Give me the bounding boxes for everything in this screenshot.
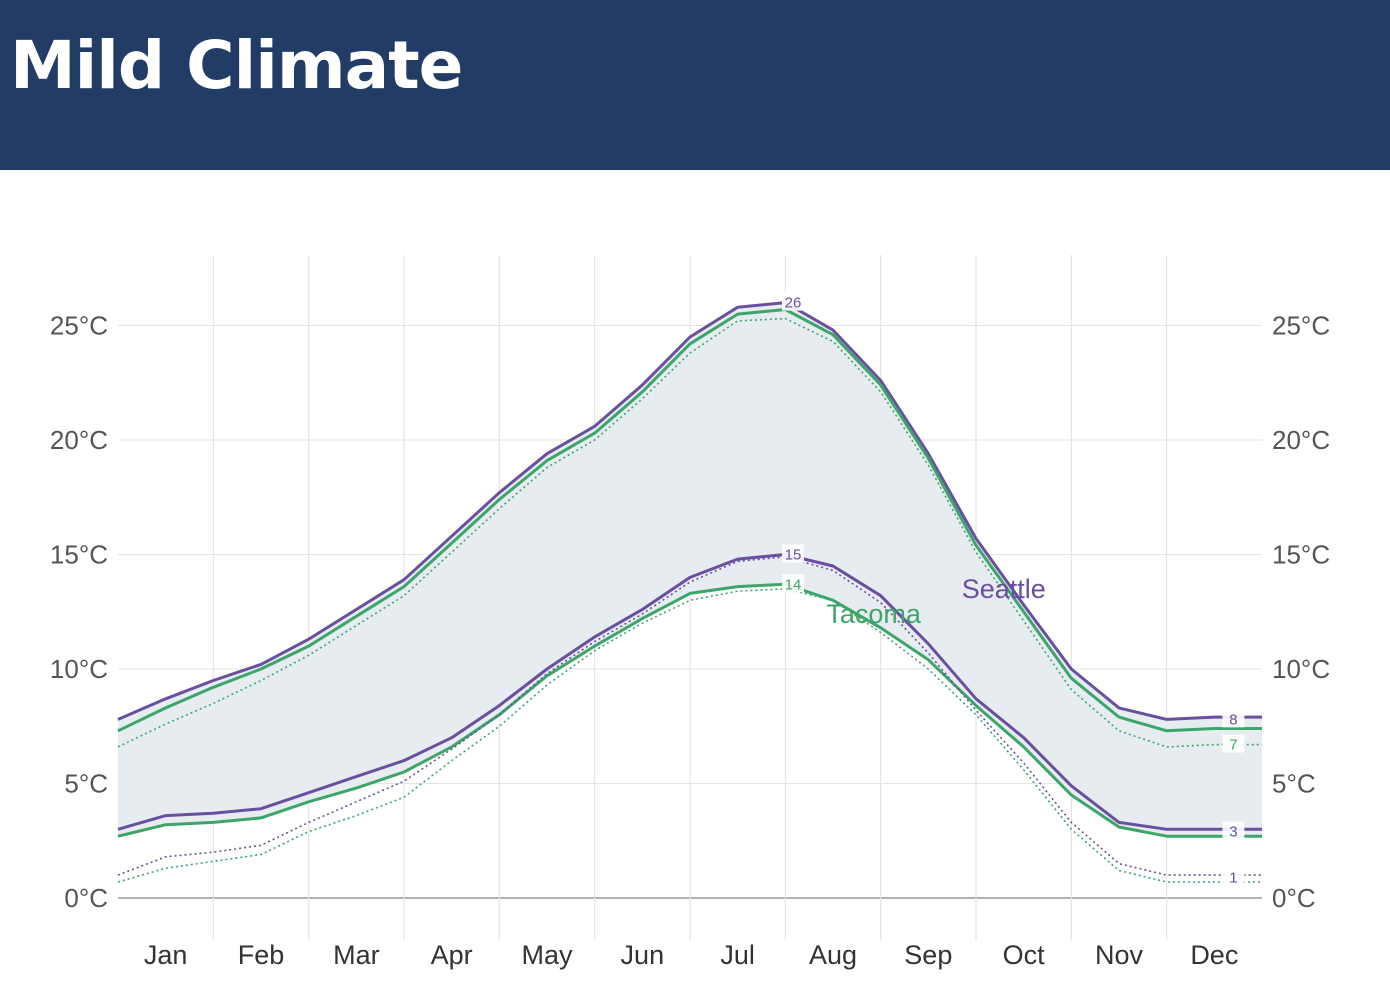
series-label-seattle: Seattle bbox=[962, 574, 1046, 604]
x-tick-label: Jan bbox=[144, 940, 188, 970]
title-banner: Mild Climate bbox=[0, 0, 1390, 170]
x-tick-label: Aug bbox=[809, 940, 857, 970]
y-tick-label-left: 15°C bbox=[50, 540, 108, 570]
y-tick-label-right: 5°C bbox=[1272, 769, 1316, 799]
data-label-bg bbox=[1222, 821, 1245, 840]
y-tick-label-left: 5°C bbox=[64, 769, 108, 799]
tacoma-low-line bbox=[117, 582, 1262, 838]
x-tick-label: Jun bbox=[621, 940, 665, 970]
data-label: 14 bbox=[785, 576, 802, 593]
tacoma-high-line bbox=[117, 308, 1262, 733]
seattle-low-line bbox=[117, 553, 1262, 831]
y-tick-label-right: 20°C bbox=[1272, 425, 1330, 455]
data-label: 3 bbox=[1229, 824, 1237, 841]
data-label-bg bbox=[1222, 709, 1245, 728]
seattle-high-line bbox=[117, 301, 1262, 721]
x-tick-label: Jul bbox=[720, 940, 755, 970]
data-label-bg bbox=[781, 292, 804, 311]
y-tick-label-left: 10°C bbox=[50, 654, 108, 684]
y-tick-label-left: 20°C bbox=[50, 425, 108, 455]
tacoma-low-dotted-line bbox=[117, 588, 1262, 883]
data-label-bg bbox=[1222, 734, 1245, 753]
x-tick-label: Mar bbox=[333, 940, 380, 970]
y-tick-label-right: 0°C bbox=[1272, 883, 1316, 913]
page-title: Mild Climate bbox=[10, 27, 463, 104]
series-label-tacoma: Tacoma bbox=[826, 599, 922, 629]
data-label: 7 bbox=[1229, 737, 1237, 754]
y-tick-label-right: 25°C bbox=[1272, 311, 1330, 341]
data-label: 1 bbox=[1229, 869, 1237, 886]
x-tick-label: Feb bbox=[238, 940, 285, 970]
x-tick-label: May bbox=[521, 940, 573, 970]
temperature-band bbox=[118, 302, 1262, 837]
y-tick-label-right: 10°C bbox=[1272, 654, 1330, 684]
seattle-low-dotted-line bbox=[117, 556, 1262, 876]
data-label-bg bbox=[781, 544, 804, 563]
y-tick-label-left: 0°C bbox=[64, 883, 108, 913]
data-label: 8 bbox=[1229, 711, 1237, 728]
data-label-bg bbox=[1222, 867, 1245, 886]
data-label-bg bbox=[781, 574, 804, 593]
x-tick-label: Apr bbox=[431, 940, 473, 970]
y-tick-label-right: 15°C bbox=[1272, 540, 1330, 570]
x-tick-label: Dec bbox=[1190, 940, 1238, 970]
x-tick-label: Nov bbox=[1095, 940, 1144, 970]
y-tick-label-left: 25°C bbox=[50, 311, 108, 341]
data-label: 26 bbox=[785, 295, 802, 312]
tacoma-high-dotted-line bbox=[117, 317, 1262, 748]
temperature-chart: 0°C 0°C 5°C 5°C 10°C 10°C 15°C 15°C 20°C 20°C 25°C… bbox=[50, 255, 1330, 970]
x-tick-label: Sep bbox=[904, 940, 952, 970]
data-label: 15 bbox=[785, 547, 802, 564]
x-tick-label: Oct bbox=[1003, 940, 1046, 970]
